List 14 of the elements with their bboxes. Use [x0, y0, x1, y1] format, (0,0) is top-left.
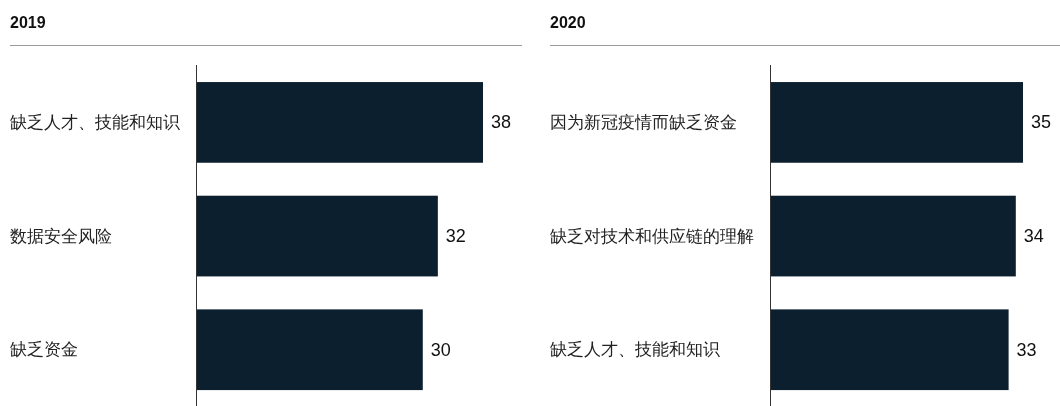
data-label: 34 — [1023, 226, 1044, 247]
y-tick-label: 缺乏对技术和供应链的理解 — [550, 225, 754, 246]
data-label: 30 — [430, 339, 451, 360]
y-tick-label: 缺乏资金 — [10, 339, 78, 360]
text: 2019 — [10, 14, 46, 31]
data-label: 33 — [1016, 339, 1037, 360]
y-tick-label: 数据安全风险 — [10, 225, 112, 246]
data-label: 32 — [445, 226, 466, 247]
data-label: 38 — [491, 112, 512, 133]
data-label: 35 — [1031, 112, 1052, 133]
y-tick-label: 缺乏人才、技能和知识 — [10, 111, 180, 132]
text: 2020 — [550, 14, 586, 31]
y-tick-label: 缺乏人才、技能和知识 — [550, 339, 720, 360]
y-tick-label: 因为新冠疫情而缺乏资金 — [550, 111, 737, 132]
